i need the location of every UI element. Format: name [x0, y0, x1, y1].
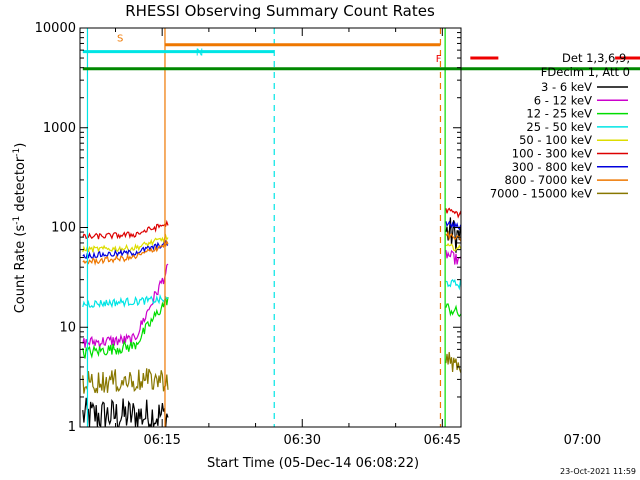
legend-label: 7000 - 15000 keV	[490, 186, 592, 200]
x-tick-label: 06:30	[284, 433, 321, 448]
legend-header-detectors: Det 1,3,6,9,	[562, 51, 630, 65]
y-tick-label: 1000	[43, 121, 76, 136]
plot-frame	[79, 27, 462, 428]
series-line-50-100keV	[445, 242, 461, 252]
series-line-6-12keV	[82, 263, 169, 348]
legend-label: 6 - 12 keV	[534, 93, 592, 107]
flag-bars: SNFRD0RD6	[82, 34, 640, 71]
generation-timestamp: 23-Oct-2021 11:59	[560, 467, 636, 476]
series-line-100-300keV	[445, 207, 461, 219]
x-tick-label: 06:45	[424, 433, 461, 448]
legend-label: 12 - 25 keV	[526, 107, 592, 121]
x-tick-label: 06:15	[143, 433, 180, 448]
legend-label: 100 - 300 keV	[512, 147, 592, 161]
series-line-25-50keV	[445, 278, 461, 291]
series-line-100-300keV	[82, 219, 169, 240]
y-label-sup: -1	[12, 148, 22, 157]
y-tick-label: 10	[59, 320, 76, 335]
legend-label: 800 - 7000 keV	[504, 173, 592, 187]
series-line-7000-15000keV	[82, 368, 169, 394]
y-label-part: Count Rate (s	[13, 225, 28, 314]
y-label-part: detector	[13, 156, 28, 216]
y-axis-label: Count Rate (s-1 detector-1)	[12, 143, 28, 314]
flag-label-n: N	[196, 48, 203, 59]
y-tick-label: 1	[68, 420, 76, 435]
series-line-50-100keV	[82, 233, 169, 254]
flag-label-s: S	[117, 34, 123, 45]
x-axis-label: Start Time (05-Dec-14 06:08:22)	[207, 456, 419, 471]
y-tick-label: 100	[51, 221, 76, 236]
legend-label: 25 - 50 keV	[526, 120, 592, 134]
x-tick-label: 07:00	[564, 433, 601, 448]
series-lines	[82, 207, 461, 427]
legend-label: 50 - 100 keV	[519, 133, 592, 147]
series-line-300-800keV	[445, 220, 461, 231]
series-line-800-7000keV	[82, 239, 169, 266]
vertical-markers	[86, 28, 446, 427]
series-line-12-25keV	[445, 303, 461, 318]
series-line-7000-15000keV	[445, 352, 461, 375]
series-line-3-6keV	[82, 397, 169, 427]
series-line-800-7000keV	[445, 230, 461, 243]
series-line-300-800keV	[82, 239, 169, 260]
legend-header-attenuator: FDecim 1, Att 0	[541, 65, 630, 79]
y-label-part: )	[13, 143, 28, 148]
legend-label: 300 - 800 keV	[512, 160, 592, 174]
y-label-sup: -1	[12, 216, 22, 225]
flag-label-f: F	[436, 54, 442, 65]
y-axis-ticks: 1 10 100 1000 10000	[35, 21, 461, 435]
y-tick-label: 10000	[35, 21, 76, 36]
series-line-25-50keV	[82, 293, 168, 309]
legend: Det 1,3,6,9, FDecim 1, Att 0 3 - 6 keV6 …	[490, 51, 630, 200]
series-line-12-25keV	[82, 296, 169, 359]
chart-title: RHESSI Observing Summary Count Rates	[125, 2, 435, 20]
legend-label: 3 - 6 keV	[541, 80, 592, 94]
